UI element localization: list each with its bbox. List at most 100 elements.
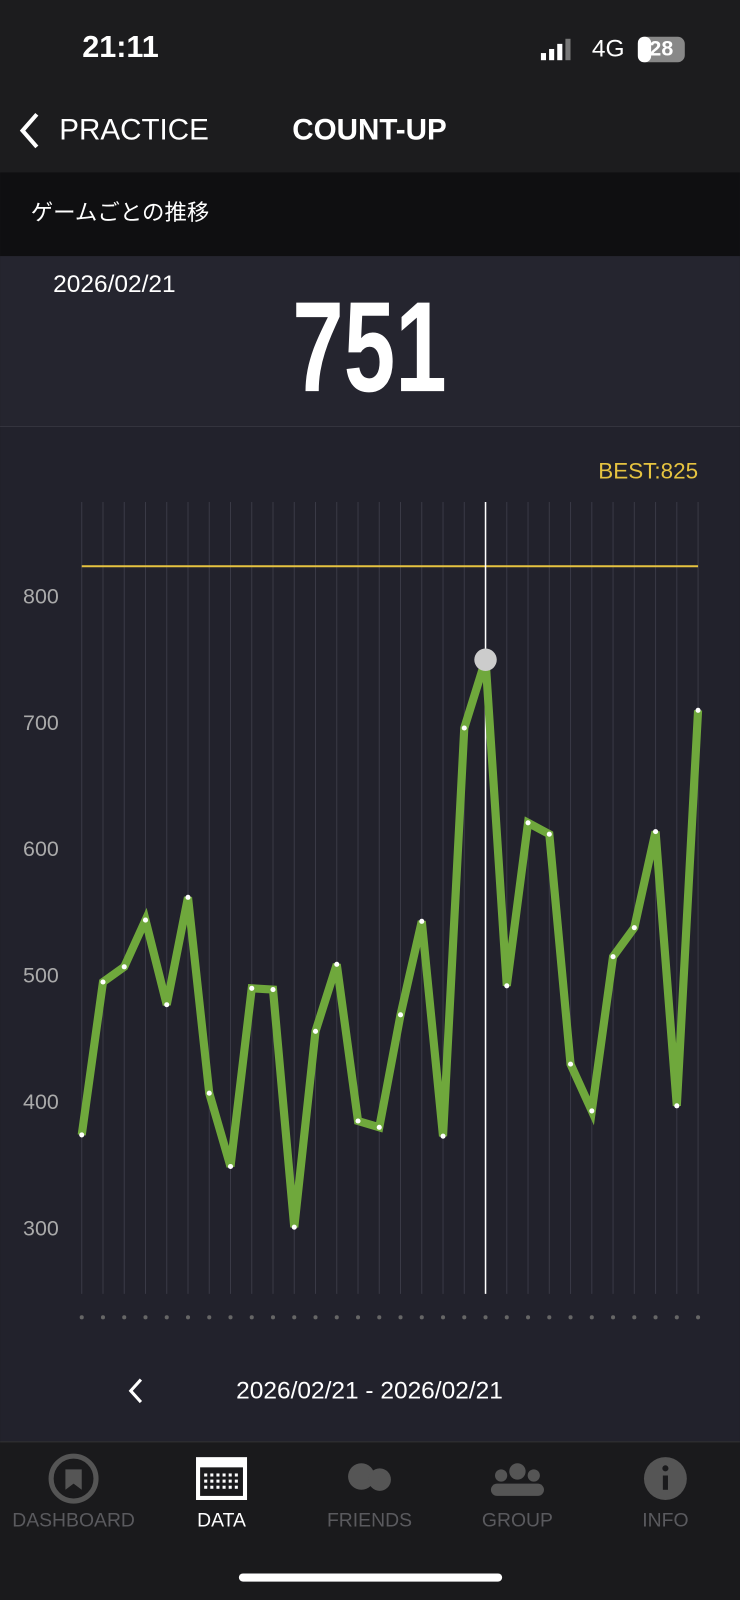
x-dot xyxy=(398,1315,403,1320)
point[interactable] xyxy=(631,925,637,931)
chart: 300 400 500 600 700 800 BEST:825 xyxy=(23,458,703,1320)
point[interactable] xyxy=(270,987,276,993)
x-dot xyxy=(462,1315,467,1320)
y-tick-label: 500 xyxy=(23,964,59,988)
icon-part xyxy=(348,1463,375,1490)
x-dot xyxy=(355,1315,361,1320)
tab-label[interactable]: GROUP xyxy=(482,1510,553,1532)
icon-part xyxy=(234,1485,238,1489)
icon-part xyxy=(204,1485,208,1489)
point[interactable] xyxy=(142,917,149,923)
x-dot xyxy=(589,1315,594,1320)
point[interactable] xyxy=(589,1108,595,1114)
tab-icon[interactable] xyxy=(490,1463,544,1496)
icon-part xyxy=(527,1469,540,1482)
selected-date: 2026/02/21 xyxy=(53,271,175,298)
x-dot xyxy=(164,1315,169,1320)
icon-part xyxy=(204,1473,208,1477)
point[interactable] xyxy=(185,894,191,900)
point[interactable] xyxy=(164,1002,170,1008)
icon-part xyxy=(198,1459,245,1468)
point[interactable] xyxy=(610,954,616,960)
y-tick-label: 700 xyxy=(23,711,59,735)
point[interactable] xyxy=(461,725,467,731)
point[interactable] xyxy=(525,820,531,826)
section-bar xyxy=(0,172,740,257)
point[interactable] xyxy=(546,831,552,837)
icon-part xyxy=(662,1475,668,1490)
x-dot xyxy=(568,1315,573,1320)
x-dot xyxy=(185,1315,191,1320)
x-dot xyxy=(696,1315,701,1320)
tab-label[interactable]: DASHBOARD xyxy=(12,1510,135,1532)
point[interactable] xyxy=(312,1028,319,1034)
back-label[interactable]: PRACTICE xyxy=(59,113,209,146)
point[interactable] xyxy=(419,918,425,924)
tab-label[interactable]: FRIENDS xyxy=(327,1510,412,1532)
icon-part xyxy=(228,1485,232,1489)
icon-part xyxy=(222,1473,226,1477)
point[interactable] xyxy=(334,961,340,967)
date-range: 2026/02/21 - 2026/02/21 xyxy=(236,1377,503,1404)
battery-text: 28 xyxy=(649,37,673,61)
icon-part xyxy=(216,1473,220,1477)
score-line xyxy=(77,658,703,1228)
x-dot xyxy=(270,1315,276,1320)
tab-label[interactable]: DATA xyxy=(197,1510,246,1532)
y-tick-label: 300 xyxy=(23,1216,59,1240)
tab-icon[interactable] xyxy=(348,1463,391,1491)
point[interactable] xyxy=(567,1061,574,1067)
selected-score: 751 xyxy=(292,275,446,418)
icon-part xyxy=(210,1479,214,1483)
score-panel xyxy=(0,256,740,427)
icon-part xyxy=(48,1453,99,1504)
y-tick-label: 400 xyxy=(23,1090,59,1114)
point[interactable] xyxy=(291,1224,297,1230)
tab-icon[interactable] xyxy=(643,1457,687,1500)
status-network: 4G xyxy=(592,35,625,62)
tab-label[interactable]: INFO xyxy=(642,1510,688,1532)
point[interactable] xyxy=(355,1118,361,1124)
x-dot xyxy=(292,1315,297,1320)
point[interactable] xyxy=(79,1132,85,1138)
selected-point xyxy=(474,648,497,671)
point[interactable] xyxy=(695,707,701,713)
point[interactable] xyxy=(249,985,255,991)
prev-range[interactable] xyxy=(128,1378,143,1404)
point[interactable] xyxy=(206,1090,212,1096)
back-icon[interactable] xyxy=(19,112,39,149)
icon-part xyxy=(490,1483,544,1496)
x-dot xyxy=(547,1315,552,1320)
x-dot xyxy=(122,1315,127,1320)
point[interactable] xyxy=(121,964,127,970)
point[interactable] xyxy=(504,983,510,989)
best-label: BEST:825 xyxy=(598,458,698,483)
icon-part xyxy=(228,1479,232,1483)
x-dot xyxy=(207,1315,212,1320)
point[interactable] xyxy=(674,1103,680,1109)
point[interactable] xyxy=(440,1133,446,1139)
tab-icon[interactable] xyxy=(48,1453,99,1504)
point[interactable] xyxy=(397,1012,404,1018)
point[interactable] xyxy=(227,1163,234,1170)
point[interactable] xyxy=(100,979,106,985)
point[interactable] xyxy=(653,829,659,835)
icon-part xyxy=(222,1479,226,1483)
x-dot xyxy=(313,1315,318,1320)
x-dot xyxy=(249,1315,254,1320)
x-dot xyxy=(653,1315,658,1320)
x-dot xyxy=(504,1315,509,1320)
x-dot xyxy=(419,1315,424,1320)
point[interactable] xyxy=(376,1124,382,1130)
x-dot xyxy=(79,1315,84,1320)
icon-part xyxy=(65,1469,82,1490)
home-indicator xyxy=(238,1573,503,1582)
tab-icon[interactable] xyxy=(196,1457,248,1500)
top-bar xyxy=(0,0,740,174)
section-title: ゲームごとの推移 xyxy=(31,200,210,225)
icon-part xyxy=(368,1468,391,1491)
y-tick-label: 800 xyxy=(23,584,59,608)
icon-part xyxy=(228,1473,232,1477)
page-title: COUNT-UP xyxy=(292,113,446,146)
